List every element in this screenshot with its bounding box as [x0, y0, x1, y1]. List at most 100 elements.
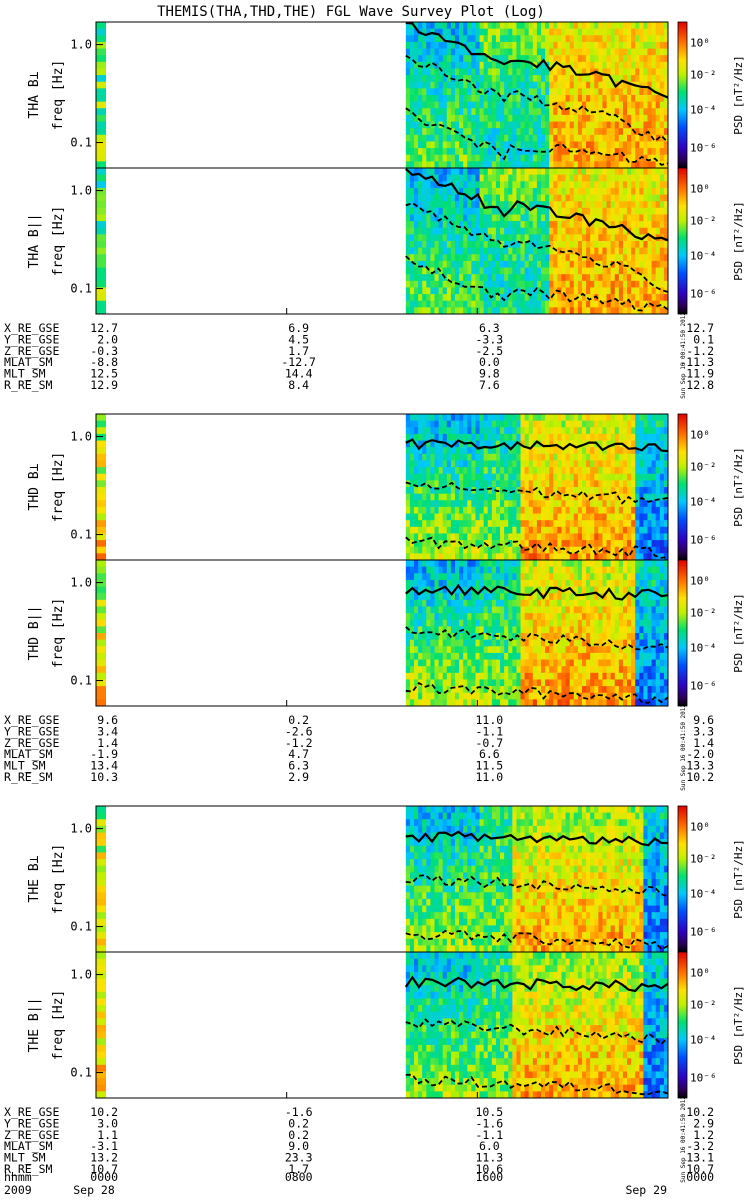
spectrogram-cell — [422, 473, 427, 481]
spectrogram-cell — [545, 460, 550, 468]
spectrogram-cell — [553, 55, 558, 63]
spectrogram-cell — [495, 247, 501, 255]
spectrogram-cell — [405, 540, 411, 548]
spectrogram-cell — [504, 48, 509, 56]
spectrogram-cell — [512, 300, 517, 308]
spectrogram-cell — [557, 227, 562, 235]
spectrogram-cell — [651, 533, 657, 541]
spectrogram-cell — [618, 35, 624, 43]
spectrogram-cell — [463, 187, 468, 195]
spectrogram-cell — [569, 473, 575, 481]
spectrogram-cell — [426, 692, 431, 700]
spectrogram-cell — [454, 41, 460, 49]
spectrogram-cell — [475, 280, 480, 288]
spectrogram-cell — [631, 194, 636, 202]
spectrogram-cell — [659, 294, 665, 302]
spectrogram-cell — [610, 134, 616, 142]
spectrogram-cell — [495, 207, 501, 215]
spectrogram-cell — [495, 274, 501, 282]
spectrogram-cell — [622, 95, 628, 103]
spectrogram-cell — [487, 28, 493, 36]
spectrogram-cell — [643, 181, 648, 189]
spectrogram-cell — [590, 55, 595, 63]
spectrogram-cell — [606, 487, 612, 495]
spectrogram-cell — [639, 207, 644, 215]
spectrogram-cell — [508, 506, 513, 514]
spectrogram-cell — [504, 221, 509, 229]
spectrogram-cell — [659, 187, 665, 195]
spectrogram-cell — [622, 533, 628, 541]
spectrogram-cell — [614, 148, 620, 156]
spectrogram-cell — [512, 692, 517, 700]
spectrogram-cell — [422, 267, 427, 275]
spectrogram-cell — [659, 35, 665, 43]
spectrogram-cell — [524, 646, 530, 654]
spectrogram-cell — [659, 154, 665, 162]
spectrogram-cell — [610, 114, 616, 122]
spectrogram-cell — [516, 526, 521, 534]
spectrogram-cell — [438, 201, 444, 209]
spectrogram-cell — [409, 61, 415, 69]
spectrogram-cell — [602, 300, 607, 308]
spectrogram-cell — [659, 487, 665, 495]
spectrogram-cell — [553, 101, 558, 109]
spectrogram-cell — [434, 646, 440, 654]
spectrogram-cell — [528, 659, 534, 667]
spectrogram-cell — [549, 201, 554, 209]
spectrogram-cell — [459, 672, 464, 680]
spectrogram-cell — [516, 227, 521, 235]
spectrogram-cell — [520, 187, 526, 195]
spectrogram-cell — [565, 207, 571, 215]
spectrogram-cell — [467, 473, 472, 481]
spectrogram-cell — [471, 174, 476, 182]
spectrogram-cell — [561, 81, 566, 89]
spectrogram-cell — [487, 201, 493, 209]
spectrogram-cell — [471, 659, 476, 667]
spectrogram-cell — [405, 134, 411, 142]
spectrogram-cell — [96, 68, 106, 76]
spectrogram-cell — [479, 148, 485, 156]
spectrogram-cell — [536, 174, 542, 182]
spectrogram-cell — [586, 493, 591, 501]
spectrogram-cell — [450, 560, 456, 568]
spectrogram-cell — [598, 506, 603, 514]
spectrogram-cell — [504, 141, 509, 149]
spectrogram-cell — [434, 227, 440, 235]
spectrogram-cell — [557, 68, 562, 76]
spectrogram-cell — [516, 473, 521, 481]
spectrogram-cell — [504, 652, 509, 660]
spectrogram-cell — [442, 41, 448, 49]
spectrogram-cell — [532, 114, 538, 122]
spectrogram-cell — [426, 154, 431, 162]
spectrogram-cell — [639, 267, 644, 275]
spectrogram-cell — [553, 75, 558, 83]
spectrogram-cell — [545, 161, 550, 169]
spectrogram-cell — [508, 41, 513, 49]
spectrogram-cell — [479, 652, 485, 660]
spectrogram-cell — [442, 22, 448, 30]
spectrogram-cell — [594, 187, 599, 195]
spectrogram-cell — [471, 639, 476, 647]
spectrogram-cell — [434, 533, 440, 541]
spectrogram-cell — [655, 227, 661, 235]
spectrogram-cell — [536, 101, 542, 109]
spectrogram-cell — [610, 194, 616, 202]
spectrogram-cell — [655, 141, 661, 149]
spectrogram-cell — [553, 460, 558, 468]
spectrogram-cell — [434, 247, 440, 255]
spectrogram-cell — [479, 692, 485, 700]
spectrogram-cell — [467, 121, 472, 129]
spectrogram-cell — [651, 427, 657, 435]
spectrogram-cell — [475, 241, 480, 249]
spectrogram-cell — [557, 194, 562, 202]
spectrogram-cell — [459, 95, 464, 103]
spectrogram-cell — [663, 181, 669, 189]
spectrogram-cell — [495, 260, 501, 268]
spectrogram-cell — [545, 513, 550, 521]
spectrogram-cell — [581, 307, 587, 315]
spectrogram-cell — [520, 619, 526, 627]
spectrogram-cell — [442, 513, 448, 521]
spectrogram-cell — [459, 606, 464, 614]
spectrogram-cell — [569, 121, 575, 129]
spectrogram-cell — [483, 294, 489, 302]
